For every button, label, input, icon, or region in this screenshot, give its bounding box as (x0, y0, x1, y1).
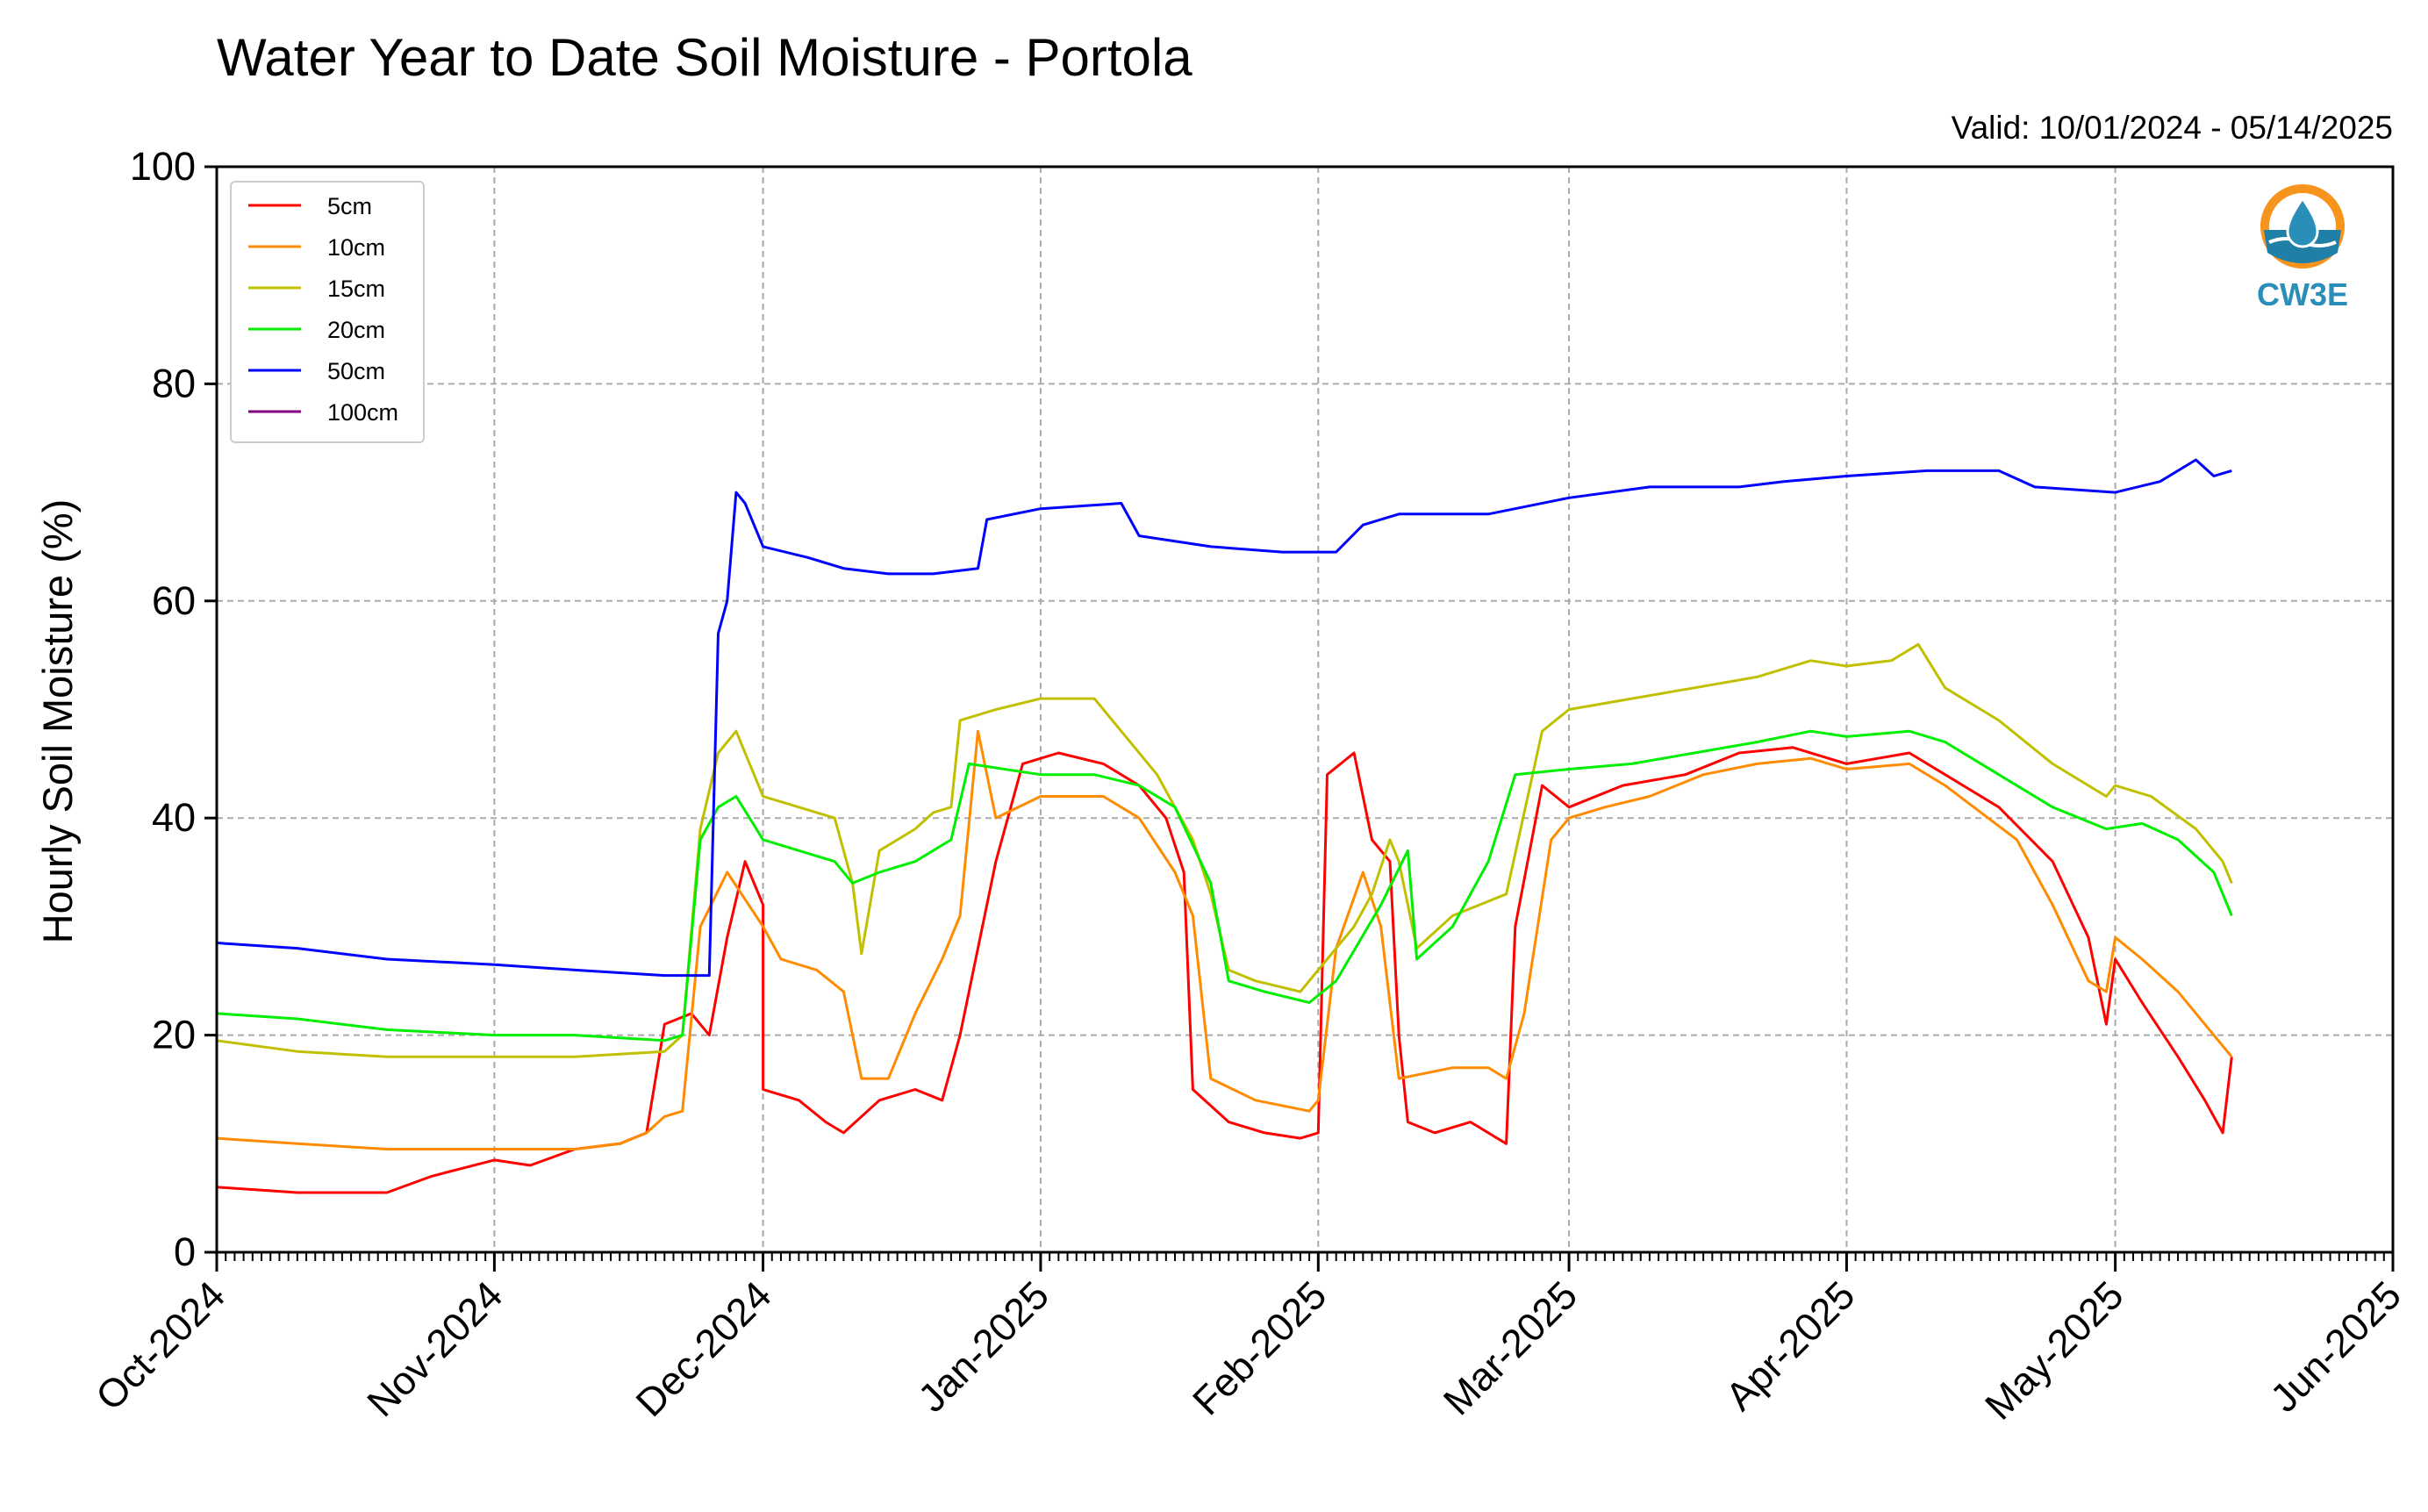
x-tick-label: Jan-2025 (909, 1272, 1057, 1421)
legend-label-15cm: 15cm (327, 276, 385, 302)
y-tick-label: 80 (152, 361, 196, 405)
valid-range: Valid: 10/01/2024 - 05/14/2025 (1952, 110, 2393, 146)
tick-layer: 0 20 40 60 80 100 Oct-2024 Nov-2024 Dec-2024 Jan-… (87, 144, 2410, 1429)
x-tick-label: Jun-2025 (2261, 1272, 2410, 1421)
x-tick-label: May-2025 (1976, 1272, 2132, 1429)
x-tick-label: Oct-2024 (87, 1272, 233, 1419)
series-layer (216, 458, 2233, 1194)
y-tick-label: 100 (130, 144, 196, 189)
legend-label-5cm: 5cm (327, 193, 372, 219)
x-tick-label: Dec-2024 (627, 1272, 780, 1425)
y-tick-label: 20 (152, 1013, 196, 1057)
y-tick-label: 60 (152, 578, 196, 623)
y-tick-label: 40 (152, 795, 196, 840)
x-tick-label: Nov-2024 (358, 1272, 511, 1425)
x-tick-label: Feb-2025 (1184, 1272, 1335, 1423)
legend-label-100cm: 100cm (327, 399, 398, 426)
legend: 5cm 10cm 15cm 20cm 50cm 100cm (230, 181, 425, 443)
plot-frame (215, 165, 2395, 1254)
legend-label-50cm: 50cm (327, 358, 385, 384)
series-line-15cm (216, 642, 2233, 1058)
grid-layer (217, 167, 2393, 1252)
legend-items: 5cm 10cm 15cm 20cm 50cm 100cm (248, 193, 398, 426)
y-tick-label: 0 (174, 1229, 196, 1274)
series-line-5cm (216, 746, 2233, 1194)
chart-title: Water Year to Date Soil Moisture - Porto… (217, 28, 1193, 87)
series-line-50cm (216, 458, 2232, 978)
legend-label-10cm: 10cm (327, 234, 385, 261)
series-line-10cm (216, 729, 2233, 1150)
series-line-20cm (216, 729, 2233, 1043)
logo-text: CW3E (2257, 276, 2348, 312)
water-drop-icon (2286, 196, 2319, 248)
x-tick-label: Apr-2025 (1717, 1272, 1864, 1419)
cw3e-logo: CW3E (2257, 184, 2348, 312)
legend-label-20cm: 20cm (327, 317, 385, 343)
y-axis-label: Hourly Soil Moisture (%) (34, 499, 81, 944)
x-tick-label: Mar-2025 (1435, 1272, 1586, 1423)
